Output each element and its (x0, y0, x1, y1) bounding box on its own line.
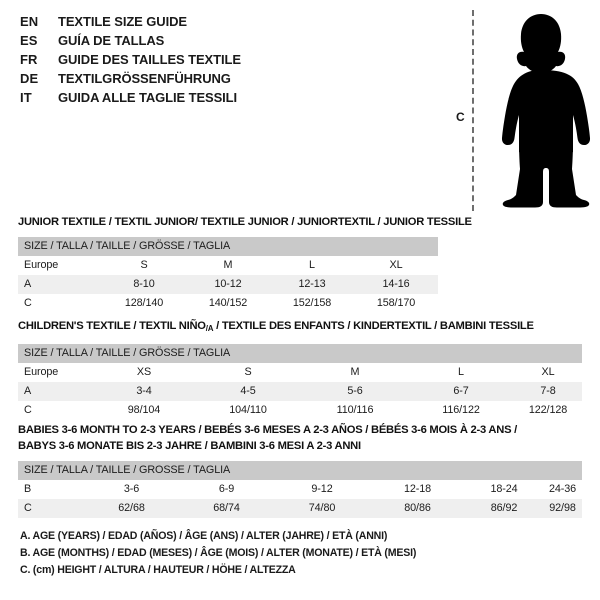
children-title-pre: CHILDREN'S TEXTILE / TEXTIL NIÑO (18, 320, 206, 332)
babies-row-c: C 62/68 68/74 74/80 80/86 86/92 92/98 (18, 499, 582, 518)
babies-cell: 12-18 (370, 480, 465, 499)
children-cell: XL (514, 363, 582, 382)
junior-table-band-row: SIZE / TALLA / TAILLE / GRÖSSE / TAGLIA (18, 237, 438, 256)
babies-cell: 80/86 (370, 499, 465, 518)
footnote-a: A. AGE (YEARS) / EDAD (AÑOS) / ÂGE (ANS)… (20, 530, 388, 542)
junior-cell: 140/152 (186, 294, 270, 313)
language-row-it: IT GUIDA ALLE TAGLIE TESSILI (20, 90, 440, 109)
language-row-en: EN TEXTILE SIZE GUIDE (20, 14, 440, 33)
children-cell: 6-7 (408, 382, 514, 401)
children-cell: 110/116 (302, 401, 408, 420)
babies-cell: 24-36 (543, 480, 582, 499)
section-junior-textile: JUNIOR TEXTILE / TEXTIL JUNIOR/ TEXTILE … (18, 214, 472, 313)
babies-cell: 74/80 (274, 499, 370, 518)
junior-cell: 10-12 (186, 275, 270, 294)
junior-cell: M (186, 256, 270, 275)
children-cell: L (408, 363, 514, 382)
babies-cell: 18-24 (465, 480, 543, 499)
junior-cell: S (102, 256, 186, 275)
babies-cell: 86/92 (465, 499, 543, 518)
junior-cell: 12-13 (270, 275, 354, 294)
children-row-label-europe: Europe (18, 363, 94, 382)
guide-title-es: GUÍA DE TALLAS (58, 33, 165, 48)
junior-row-label-c: C (18, 294, 102, 313)
children-cell: 7-8 (514, 382, 582, 401)
section-children-textile: CHILDREN'S TEXTILE / TEXTIL NIÑO/A / TEX… (18, 318, 582, 420)
section-babies-textile: BABIES 3-6 MONTH TO 2-3 YEARS / BEBÉS 3-… (18, 422, 582, 518)
children-cell: S (194, 363, 302, 382)
junior-cell: L (270, 256, 354, 275)
children-cell: 116/122 (408, 401, 514, 420)
babies-band-label: SIZE / TALLA / TAILLE / GROSSE / TAGLIA (18, 461, 582, 480)
children-cell: M (302, 363, 408, 382)
footnote-c: C. (cm) HEIGHT / ALTURA / HAUTEUR / HÖHE… (20, 564, 296, 576)
children-cell: 98/104 (94, 401, 194, 420)
toddler-silhouette-icon (501, 14, 591, 208)
junior-cell: 152/158 (270, 294, 354, 313)
babies-title-line1: BABIES 3-6 MONTH TO 2-3 YEARS / BEBÉS 3-… (18, 424, 518, 436)
guide-title-en: TEXTILE SIZE GUIDE (58, 14, 187, 29)
junior-row-a: A 8-10 10-12 12-13 14-16 (18, 275, 438, 294)
children-band-label: SIZE / TALLA / TAILLE / GRÖSSE / TAGLIA (18, 344, 582, 363)
junior-cell: 158/170 (354, 294, 438, 313)
guide-title-it: GUIDA ALLE TAGLIE TESSILI (58, 90, 238, 105)
babies-section-title: BABIES 3-6 MONTH TO 2-3 YEARS / BEBÉS 3-… (18, 422, 582, 454)
junior-cell: XL (354, 256, 438, 275)
children-cell: XS (94, 363, 194, 382)
children-size-table: SIZE / TALLA / TAILLE / GRÖSSE / TAGLIA … (18, 344, 582, 420)
children-row-a: A 3-4 4-5 5-6 6-7 7-8 (18, 382, 582, 401)
language-code-de: DE (20, 71, 39, 86)
children-cell: 3-4 (94, 382, 194, 401)
children-section-title: CHILDREN'S TEXTILE / TEXTIL NIÑO/A / TEX… (18, 318, 582, 337)
babies-cell: 68/74 (179, 499, 274, 518)
children-title-subscript: /A (205, 324, 214, 333)
legend-footnotes: A. AGE (YEARS) / EDAD (AÑOS) / ÂGE (ANS)… (20, 528, 540, 579)
babies-cell: 3-6 (84, 480, 179, 499)
junior-row-label-europe: Europe (18, 256, 102, 275)
children-cell: 4-5 (194, 382, 302, 401)
babies-title-line2: BABYS 3-6 MONATE BIS 2-3 JAHRE / BAMBINI… (18, 440, 361, 452)
language-row-es: ES GUÍA DE TALLAS (20, 33, 440, 52)
children-row-c: C 98/104 104/110 110/116 116/122 122/128 (18, 401, 582, 420)
babies-cell: 62/68 (84, 499, 179, 518)
children-cell: 104/110 (194, 401, 302, 420)
children-row-europe: Europe XS S M L XL (18, 363, 582, 382)
language-row-de: DE TEXTILGRÖSSENFÜHRUNG (20, 71, 440, 90)
language-code-es: ES (20, 33, 38, 48)
children-title-post: / TEXTILE DES ENFANTS / KINDERTEXTIL / B… (213, 320, 534, 332)
junior-cell: 8-10 (102, 275, 186, 294)
babies-cell: 92/98 (543, 499, 582, 518)
guide-title-fr: GUIDE DES TAILLES TEXTILE (58, 52, 241, 67)
babies-row-label-b: B (18, 480, 84, 499)
height-figure: C (450, 6, 600, 211)
babies-size-table: SIZE / TALLA / TAILLE / GROSSE / TAGLIA … (18, 461, 582, 518)
junior-section-title: JUNIOR TEXTILE / TEXTIL JUNIOR/ TEXTILE … (18, 216, 472, 228)
children-row-label-a: A (18, 382, 94, 401)
babies-row-b: B 3-6 6-9 9-12 12-18 18-24 24-36 (18, 480, 582, 499)
height-marker-label: C (456, 110, 465, 124)
language-header-block: EN TEXTILE SIZE GUIDE ES GUÍA DE TALLAS … (20, 14, 440, 109)
junior-row-c: C 128/140 140/152 152/158 158/170 (18, 294, 438, 313)
language-row-fr: FR GUIDE DES TAILLES TEXTILE (20, 52, 440, 71)
language-code-it: IT (20, 90, 32, 105)
junior-row-europe: Europe S M L XL (18, 256, 438, 275)
guide-title-de: TEXTILGRÖSSENFÜHRUNG (58, 71, 231, 86)
junior-band-label: SIZE / TALLA / TAILLE / GRÖSSE / TAGLIA (18, 237, 438, 256)
babies-row-label-c: C (18, 499, 84, 518)
children-cell: 122/128 (514, 401, 582, 420)
children-row-label-c: C (18, 401, 94, 420)
junior-size-table: SIZE / TALLA / TAILLE / GRÖSSE / TAGLIA … (18, 237, 438, 313)
children-table-band-row: SIZE / TALLA / TAILLE / GRÖSSE / TAGLIA (18, 344, 582, 363)
junior-row-label-a: A (18, 275, 102, 294)
height-dashed-line (472, 10, 474, 211)
footnote-b: B. AGE (MONTHS) / EDAD (MESES) / ÂGE (MO… (20, 547, 417, 559)
junior-cell: 128/140 (102, 294, 186, 313)
babies-cell: 9-12 (274, 480, 370, 499)
babies-table-band-row: SIZE / TALLA / TAILLE / GROSSE / TAGLIA (18, 461, 582, 480)
babies-cell: 6-9 (179, 480, 274, 499)
language-code-en: EN (20, 14, 39, 29)
junior-cell: 14-16 (354, 275, 438, 294)
children-cell: 5-6 (302, 382, 408, 401)
language-code-fr: FR (20, 52, 38, 67)
